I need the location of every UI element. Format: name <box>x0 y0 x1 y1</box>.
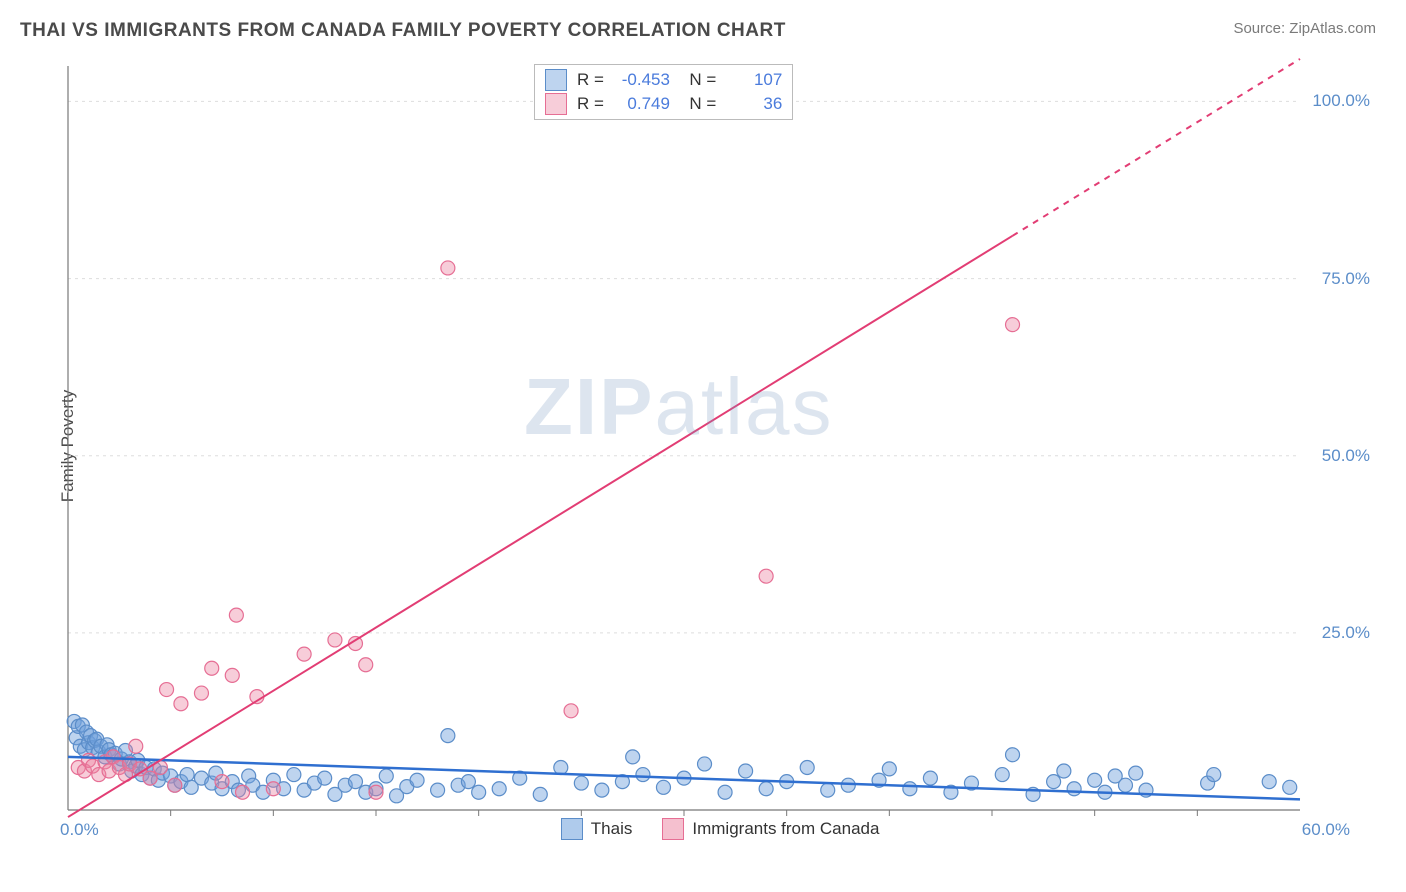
r-label: R = <box>577 70 604 90</box>
r-value-thais: -0.453 <box>614 70 670 90</box>
swatch-canada-icon <box>662 818 684 840</box>
legend-item-thais: Thais <box>561 818 633 840</box>
chart-title: THAI VS IMMIGRANTS FROM CANADA FAMILY PO… <box>20 20 786 42</box>
r-label: R = <box>577 94 604 114</box>
x-origin-label: 0.0% <box>60 820 99 840</box>
swatch-thais <box>545 69 567 91</box>
legend-label-canada: Immigrants from Canada <box>692 819 879 839</box>
correlation-legend: R = -0.453 N = 107 R = 0.749 N = 36 <box>534 64 793 120</box>
legend-row-canada: R = 0.749 N = 36 <box>545 93 782 115</box>
n-label: N = <box>680 70 716 90</box>
chart-header: THAI VS IMMIGRANTS FROM CANADA FAMILY PO… <box>0 0 1406 52</box>
scatter-svg <box>58 58 1378 848</box>
swatch-thais-icon <box>561 818 583 840</box>
y-tick-label: 50.0% <box>1322 446 1370 466</box>
y-tick-label: 75.0% <box>1322 269 1370 289</box>
legend-row-thais: R = -0.453 N = 107 <box>545 69 782 91</box>
x-end-label: 60.0% <box>1302 820 1350 840</box>
source-attribution: Source: ZipAtlas.com <box>1233 20 1376 37</box>
y-tick-label: 25.0% <box>1322 623 1370 643</box>
y-tick-label: 100.0% <box>1312 91 1370 111</box>
n-label: N = <box>680 94 716 114</box>
series-legend: Thais Immigrants from Canada <box>561 818 880 840</box>
legend-label-thais: Thais <box>591 819 633 839</box>
legend-item-canada: Immigrants from Canada <box>662 818 879 840</box>
plot-area: 25.0% 50.0% 75.0% 100.0% 0.0% 60.0% R = -0.… <box>58 58 1378 848</box>
n-value-canada: 36 <box>726 94 782 114</box>
r-value-canada: 0.749 <box>614 94 670 114</box>
n-value-thais: 107 <box>726 70 782 90</box>
swatch-canada <box>545 93 567 115</box>
